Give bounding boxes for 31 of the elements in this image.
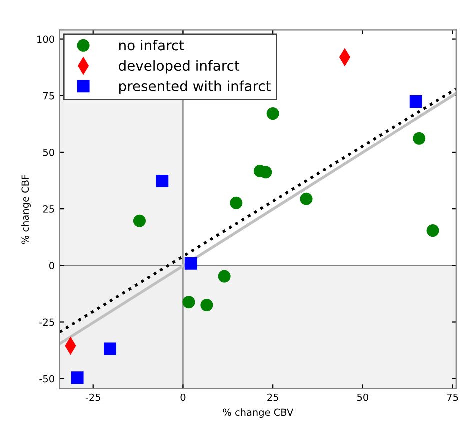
point	[156, 174, 169, 188]
point	[218, 270, 231, 283]
point	[426, 224, 440, 238]
y-tick-label: -25	[40, 318, 54, 326]
point	[104, 342, 116, 356]
point	[200, 299, 214, 312]
point	[413, 132, 426, 145]
x-tick-label: 25	[268, 394, 278, 402]
point	[182, 296, 196, 309]
legend-label: developed infarct	[119, 60, 240, 74]
point	[230, 196, 243, 210]
point	[266, 108, 280, 120]
point	[300, 192, 313, 206]
x-tick-label: 0	[180, 394, 186, 402]
y-tick-label: 75	[43, 92, 54, 100]
x-tick-label: 50	[358, 394, 368, 402]
x-axis-title: % change CBV	[223, 408, 294, 418]
legend-label: no infarct	[120, 40, 184, 51]
y-tick-label: 25	[43, 206, 54, 213]
x-tick-label: 75	[447, 394, 458, 402]
legend-label: presented with infarct	[120, 80, 271, 94]
y-tick-label: 100	[38, 36, 54, 44]
x-tick-label: -25	[86, 394, 100, 402]
y-axis-title: % change CBF	[22, 174, 31, 244]
point	[71, 372, 84, 384]
point	[410, 96, 422, 108]
y-tick-label: 0	[50, 262, 54, 270]
y-tick-label: -50	[40, 375, 54, 383]
point	[133, 214, 146, 228]
y-tick-label: 50	[43, 148, 54, 156]
point	[184, 257, 198, 270]
